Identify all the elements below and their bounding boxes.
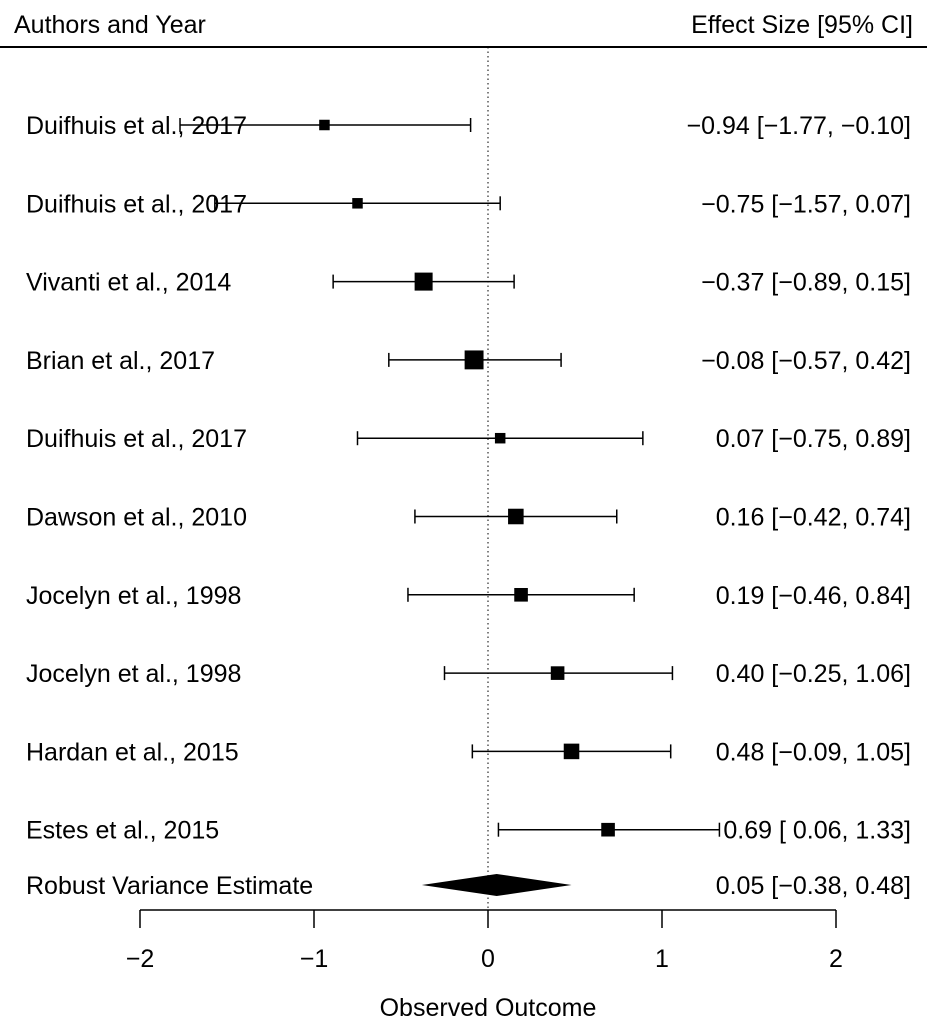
summary-effect-text: 0.05 [−0.38, 0.48] xyxy=(716,872,911,900)
summary-row: Robust Variance Estimate 0.05 [−0.38, 0.4… xyxy=(26,872,911,900)
point-estimate xyxy=(352,198,363,209)
study-row: Jocelyn et al., 1998 0.40 [−0.25, 1.06] xyxy=(26,660,911,688)
study-label: Jocelyn et al., 1998 xyxy=(26,582,241,610)
header-left: Authors and Year xyxy=(14,11,206,39)
effect-size-text: 0.07 [−0.75, 0.89] xyxy=(716,425,911,453)
effect-size-text: −0.08 [−0.57, 0.42] xyxy=(701,347,911,375)
study-row: Hardan et al., 2015 0.48 [−0.09, 1.05] xyxy=(26,738,911,766)
x-axis: −2 −1 0 1 2 xyxy=(126,909,843,973)
study-row: Estes et al., 2015 0.69 [ 0.06, 1.33] xyxy=(26,817,911,845)
point-estimate xyxy=(550,666,565,680)
effect-size-text: 0.48 [−0.09, 1.05] xyxy=(716,738,911,766)
study-label: Dawson et al., 2010 xyxy=(26,504,247,532)
study-label: Hardan et al., 2015 xyxy=(26,738,239,766)
x-tick-label: 1 xyxy=(655,945,669,973)
study-row: Duifhuis et al., 2017 0.07 [−0.75, 0.89] xyxy=(26,425,911,453)
study-label: Duifhuis et al., 2017 xyxy=(26,112,247,140)
x-tick-label: 0 xyxy=(481,945,495,973)
study-label: Duifhuis et al., 2017 xyxy=(26,425,247,453)
point-estimate xyxy=(563,743,580,760)
point-estimate xyxy=(494,432,506,444)
effect-size-text: 0.19 [−0.46, 0.84] xyxy=(716,582,911,610)
study-row: Duifhuis et al., 2017 −0.75 [−1.57, 0.07] xyxy=(26,190,911,218)
x-tick-label: −2 xyxy=(126,945,155,973)
point-estimate xyxy=(319,119,330,131)
study-row: Jocelyn et al., 1998 0.19 [−0.46, 0.84] xyxy=(26,582,911,610)
point-estimate xyxy=(514,587,528,602)
study-row: Vivanti et al., 2014 −0.37 [−0.89, 0.15] xyxy=(26,269,911,297)
study-label: Vivanti et al., 2014 xyxy=(26,269,231,297)
effect-size-text: 0.40 [−0.25, 1.06] xyxy=(716,660,911,688)
x-axis-label: Observed Outcome xyxy=(380,994,597,1022)
study-row: Dawson et al., 2010 0.16 [−0.42, 0.74] xyxy=(26,504,911,532)
effect-size-text: 0.16 [−0.42, 0.74] xyxy=(716,504,911,532)
header-right: Effect Size [95% CI] xyxy=(691,11,913,39)
point-estimate xyxy=(508,508,524,525)
point-estimate xyxy=(464,350,484,370)
effect-size-text: 0.69 [ 0.06, 1.33] xyxy=(723,817,911,845)
effect-size-text: −0.75 [−1.57, 0.07] xyxy=(701,190,911,218)
study-row: Brian et al., 2017 −0.08 [−0.57, 0.42] xyxy=(26,347,911,375)
effect-size-text: −0.94 [−1.77, −0.10] xyxy=(687,112,912,140)
summary-diamond xyxy=(421,874,572,896)
point-estimate xyxy=(414,272,433,291)
x-tick-label: −1 xyxy=(300,945,329,973)
effect-size-text: −0.37 [−0.89, 0.15] xyxy=(701,269,911,297)
point-estimate xyxy=(601,822,615,837)
x-tick-label: 2 xyxy=(829,945,843,973)
study-rows: Duifhuis et al., 2017 −0.94 [−1.77, −0.10… xyxy=(26,112,911,845)
study-label: Brian et al., 2017 xyxy=(26,347,215,375)
summary-label: Robust Variance Estimate xyxy=(26,872,313,900)
study-label: Duifhuis et al., 2017 xyxy=(26,190,247,218)
study-row: Duifhuis et al., 2017 −0.94 [−1.77, −0.10… xyxy=(26,112,911,140)
study-label: Jocelyn et al., 1998 xyxy=(26,660,241,688)
study-label: Estes et al., 2015 xyxy=(26,817,219,845)
